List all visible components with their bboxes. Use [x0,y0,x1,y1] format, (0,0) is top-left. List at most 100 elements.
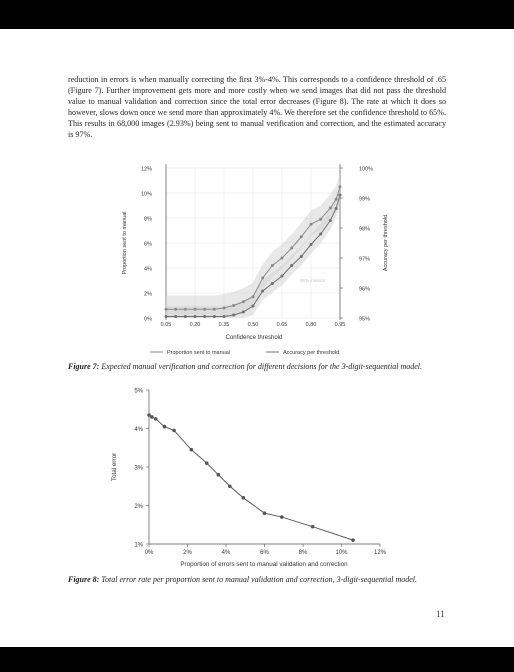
fig7-point-accuracy [309,243,313,246]
fig8-y-tick-label: 2% [134,504,143,510]
fig7-y2-tick-label: 98% [359,227,370,233]
fig7-point-proportion [299,235,303,239]
fig7-y2-tick-label: 100% [359,167,373,173]
fig7-point-accuracy [232,313,236,317]
fig7-y2-tick-label: 96% [359,287,370,293]
fig7-x-axis-label: Confidence threshold [226,335,283,341]
fig8-y-tick-label: 1% [134,543,143,549]
fig8-series-line [148,414,354,541]
fig7-point-proportion [334,197,338,201]
fig8-x-tick-label: 8% [299,550,308,556]
fig8-point [280,515,284,519]
fig7-x-tick-label: 0.05 [161,322,172,328]
fig7-point-proportion [309,222,313,226]
fig7-point-accuracy [280,274,284,278]
fig7-x-tick-label: 0.20 [190,322,201,328]
fig8-x-tick-label: 10% [335,550,348,556]
fig7-y2-tick-label: 99% [359,197,370,203]
fig7-series-proportion-line [166,186,341,310]
fig7-y2-axis-label: Accuracy per threshold [383,215,389,271]
fig7-point-accuracy [270,282,274,285]
fig8-point [216,472,221,477]
fig7-point-proportion [164,307,168,311]
fig8-point [153,417,158,421]
fig7-point-accuracy [193,315,197,318]
fig7-point-proportion [261,276,265,280]
page-number: 11 [436,609,445,619]
fig8-x-tick-label: 6% [260,550,269,556]
fig7-point-proportion [280,256,284,260]
fig7-point-proportion [290,246,294,250]
fig7-point-proportion [212,307,216,311]
paper-page: reduction in errors is when manually cor… [0,29,514,647]
fig7-point-accuracy [212,315,216,318]
fig7-y2-tick-label: 97% [359,257,370,263]
fig8-x-tick-label: 4% [222,550,231,556]
fig7-point-proportion [251,295,255,299]
fig7-point-proportion [222,306,226,310]
fig8-y-axis-label: Total error [111,453,118,481]
fig7-y-axis-label: Proportion sent to manual [122,212,128,275]
fig7-x-tick-label: 0.80 [306,322,317,328]
fig7-point-proportion [319,217,323,221]
fig7-point-accuracy [290,264,294,267]
fig8-point [351,538,355,542]
fig8-point [310,524,315,529]
fig7-point-proportion [328,206,332,210]
fig7-point-proportion [193,307,197,311]
fig7-point-proportion [174,307,178,311]
fig7-point-accuracy [328,219,332,222]
fig7-y-tick-label: 6% [144,242,152,248]
fig7-point-proportion [203,307,207,311]
fig7-point-accuracy [261,289,265,293]
fig7-y-tick-label: 2% [144,292,152,298]
fig7-point-accuracy [338,193,342,197]
fig8-point [262,511,267,515]
fig7-point-accuracy [203,315,207,318]
body-paragraph: reduction in errors is when manually cor… [68,75,446,140]
fig7-y-tick-label: 4% [144,267,152,273]
fig8-x-tick-label: 12% [374,550,387,556]
fig8-point [189,447,194,452]
fig7-y-tick-label: 8% [144,217,152,223]
fig7-point-proportion [338,185,342,189]
fig8-x-axis-label: Proportion of errors sent to manual vali… [180,561,348,568]
fig7-point-accuracy [183,315,187,318]
fig7-point-accuracy [241,310,245,314]
fig8-point [150,415,154,419]
figure-8-caption-text: Total error rate per proportion sent to … [101,575,418,584]
fig7-point-accuracy [164,315,168,318]
fig8-point [228,484,232,489]
fig7-point-accuracy [174,315,178,318]
fig7-legend-label-proportion: Proportion sent to manual [167,350,230,356]
fig7-y-tick-label: 0% [144,317,152,323]
figure-7-label: Figure 7: [68,362,100,371]
fig7-point-accuracy [299,255,303,258]
fig7-band-accuracy [166,184,340,318]
fig7-point-proportion [241,300,245,304]
fig7-point-accuracy [222,315,226,318]
fig7-y-tick-label: 10% [141,192,152,198]
fig8-x-tick-label: 2% [183,550,192,556]
fig7-y-tick-label: 12% [141,167,152,173]
figure-8-label: Figure 8: [68,575,100,584]
fig8-y-tick-label: 4% [134,427,143,433]
fig7-point-accuracy [319,232,323,236]
fig7-x-tick-label: 0.50 [248,322,259,328]
figure-8-caption: Figure 8: Total error rate per proportio… [68,575,448,586]
fig7-annotation: 95% interval [300,278,325,283]
fig8-point [147,413,151,417]
figure-7-caption: Figure 7: Expected manual verification a… [68,362,448,373]
fig7-y2-tick-label: 95% [359,317,370,323]
fig7-band-proportion [166,173,340,318]
figure-7-caption-text: Expected manual verification and correct… [101,362,423,371]
fig8-point [241,496,246,500]
fig7-x-tick-label: 0.95 [335,322,346,328]
fig8-x-tick-label: 0% [145,550,154,556]
fig7-series-accuracy-line [166,194,341,317]
fig7-point-proportion [183,307,187,311]
fig8-point [162,424,167,429]
fig7-x-tick-label: 0.65 [277,322,288,328]
fig8-point [172,428,176,433]
fig7-point-accuracy [251,304,255,308]
